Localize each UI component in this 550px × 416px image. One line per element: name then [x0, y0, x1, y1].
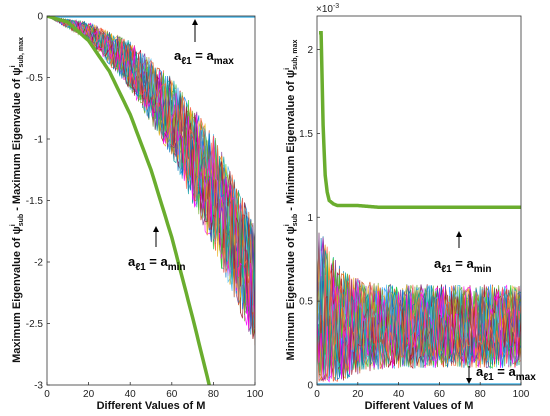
- right-annot-max-label: aℓ1 = amax: [476, 364, 536, 383]
- left-x-tick-label: 0: [44, 389, 50, 400]
- right-x-tick-label: 80: [475, 389, 487, 400]
- left-ylabel-part1: Maximum Eigenvalue of ψ: [11, 226, 23, 363]
- right-ticks: 0 20 40 60 80 100 0 0.5 1 1.5 2: [299, 45, 530, 400]
- right-noise-series-line: [317, 277, 521, 380]
- left-ticks: 0 20 40 60 80 100 0 -0.5 -1 -1.5 -2 -2.5 -3: [26, 12, 264, 401]
- right-annot-max-arrowhead: [466, 378, 472, 384]
- right-noise-band: [317, 232, 521, 383]
- right-annot-min-arrowhead: [456, 231, 462, 237]
- left-ylabel-part2: - Maximum Eigenvalue of ψ: [11, 67, 23, 213]
- left-x-tick-label: 20: [83, 389, 95, 400]
- right-ylabel-sub-max: sub, max: [292, 39, 299, 69]
- left-annot-min-arrowhead: [153, 226, 159, 232]
- left-annot-min-label: aℓ1 = amin: [128, 254, 186, 273]
- left-noise-series-line: [47, 16, 255, 336]
- left-x-tick-label: 80: [208, 389, 220, 400]
- right-y-tick-label: 1: [307, 213, 313, 224]
- left-y-tick-label: -1: [34, 135, 43, 146]
- left-y-tick-label: 0: [37, 12, 43, 23]
- right-y-tick-label: 0.5: [299, 297, 313, 308]
- right-exponent-label: ×10-3: [316, 3, 339, 15]
- right-ylabel-part2: - Minimum Eigenvalue of ψ: [285, 70, 297, 214]
- right-x-tick-label: 60: [434, 389, 446, 400]
- left-panel: 0 20 40 60 80 100 0 -0.5 -1 -1.5 -2 -2.5 -3 Differen…: [10, 12, 264, 413]
- right-x-axis-label: Different Values of M: [365, 400, 474, 412]
- right-annot-min-label: aℓ1 = amin: [434, 256, 492, 275]
- left-y-tick-label: -1.5: [26, 196, 44, 207]
- left-annot-max-arrowhead: [192, 19, 198, 25]
- left-y-axis-label: Maximum Eigenvalue of ψisub - Maximum Ei…: [10, 37, 25, 363]
- right-y-tick-label: 2: [307, 45, 313, 56]
- left-ylabel-sub-max: sub, max: [18, 37, 25, 67]
- left-annot-max-label: aℓ1 = amax: [174, 48, 234, 67]
- right-y-tick-label: 0: [307, 381, 313, 392]
- right-ylabel-sub: sub: [292, 214, 299, 226]
- left-x-tick-label: 100: [247, 389, 264, 400]
- right-ylabel-part1: Minimum Eigenvalue of ψ: [285, 226, 297, 360]
- left-ylabel-sup-i-2: i: [10, 65, 17, 67]
- left-ylabel-sub: sub: [18, 214, 25, 226]
- left-y-tick-label: -0.5: [26, 73, 44, 84]
- right-x-tick-label: 20: [352, 389, 364, 400]
- right-series-lines: [317, 31, 521, 385]
- right-noise-series-line: [317, 272, 521, 382]
- left-y-tick-label: -3: [34, 381, 43, 392]
- left-noise-band: [47, 16, 255, 346]
- left-y-tick-label: -2.5: [26, 319, 44, 330]
- left-ylabel-sup-i: i: [10, 224, 17, 226]
- left-x-tick-label: 40: [125, 389, 137, 400]
- right-y-tick-label: 1.5: [299, 129, 313, 140]
- left-amin-line: [47, 16, 211, 385]
- right-axes-frame: [316, 15, 522, 386]
- right-x-tick-label: 0: [314, 389, 320, 400]
- left-series-lines: [47, 16, 255, 385]
- right-x-tick-label: 40: [393, 389, 405, 400]
- left-y-tick-label: -2: [34, 258, 43, 269]
- right-ylabel-sup-i: i: [284, 224, 291, 226]
- right-panel: 0 20 40 60 80 100 0 0.5 1 1.5 2 ×10-3 Different Va…: [284, 3, 536, 412]
- left-x-tick-label: 60: [166, 389, 178, 400]
- right-amin-line: [319, 31, 521, 209]
- left-x-axis-label: Different Values of M: [97, 400, 206, 412]
- right-ylabel-sup-i-2: i: [284, 68, 291, 70]
- right-x-tick-label: 100: [513, 389, 530, 400]
- right-y-axis-label: Minimum Eigenvalue of ψisub - Minimum Ei…: [284, 39, 299, 360]
